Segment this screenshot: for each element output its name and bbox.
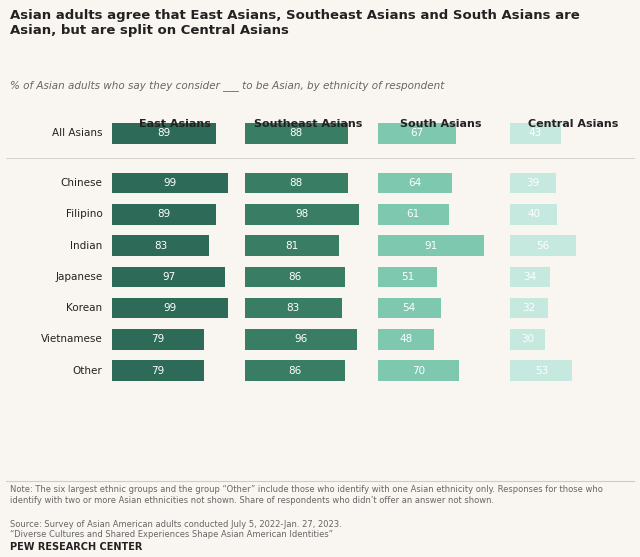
Text: 83: 83 bbox=[154, 241, 167, 251]
Bar bbox=[245, 267, 346, 287]
Text: 97: 97 bbox=[162, 272, 175, 282]
Bar bbox=[245, 298, 342, 319]
Bar bbox=[378, 235, 484, 256]
Bar bbox=[378, 329, 434, 350]
Bar bbox=[511, 204, 557, 224]
Text: 89: 89 bbox=[157, 209, 171, 219]
Bar bbox=[112, 267, 225, 287]
Text: 32: 32 bbox=[522, 303, 536, 313]
Text: South Asians: South Asians bbox=[400, 119, 481, 129]
Text: 99: 99 bbox=[163, 178, 177, 188]
Text: East Asians: East Asians bbox=[140, 119, 211, 129]
Bar bbox=[511, 123, 561, 144]
Text: Other: Other bbox=[73, 365, 102, 375]
Text: Japanese: Japanese bbox=[55, 272, 102, 282]
Text: 40: 40 bbox=[527, 209, 540, 219]
Bar bbox=[378, 123, 456, 144]
Text: 64: 64 bbox=[408, 178, 422, 188]
Text: PEW RESEARCH CENTER: PEW RESEARCH CENTER bbox=[10, 543, 142, 553]
Text: Vietnamese: Vietnamese bbox=[41, 334, 102, 344]
Bar bbox=[112, 329, 204, 350]
Bar bbox=[245, 173, 348, 193]
Text: 88: 88 bbox=[289, 178, 303, 188]
Text: 43: 43 bbox=[529, 129, 542, 139]
Text: Southeast Asians: Southeast Asians bbox=[254, 119, 362, 129]
Bar bbox=[378, 173, 452, 193]
Bar bbox=[112, 173, 228, 193]
Text: 88: 88 bbox=[289, 129, 303, 139]
Bar bbox=[112, 298, 228, 319]
Text: Central Asians: Central Asians bbox=[529, 119, 619, 129]
Text: Note: The six largest ethnic groups and the group “Other” include those who iden: Note: The six largest ethnic groups and … bbox=[10, 485, 602, 505]
Text: 48: 48 bbox=[399, 334, 412, 344]
Text: 53: 53 bbox=[535, 365, 548, 375]
Text: 54: 54 bbox=[403, 303, 416, 313]
Bar bbox=[511, 173, 556, 193]
Bar bbox=[511, 267, 550, 287]
Bar bbox=[112, 235, 209, 256]
Text: 79: 79 bbox=[152, 365, 164, 375]
Text: 83: 83 bbox=[287, 303, 300, 313]
Text: 70: 70 bbox=[412, 365, 425, 375]
Bar bbox=[378, 204, 449, 224]
Text: % of Asian adults who say they consider ___ to be Asian, by ethnicity of respond: % of Asian adults who say they consider … bbox=[10, 80, 444, 91]
Bar bbox=[511, 235, 576, 256]
Text: 86: 86 bbox=[289, 272, 301, 282]
Text: 34: 34 bbox=[524, 272, 537, 282]
Text: 56: 56 bbox=[536, 241, 550, 251]
Bar bbox=[112, 204, 216, 224]
Text: 67: 67 bbox=[410, 129, 424, 139]
Text: Chinese: Chinese bbox=[61, 178, 102, 188]
Text: Asian adults agree that East Asians, Southeast Asians and South Asians are
Asian: Asian adults agree that East Asians, Sou… bbox=[10, 9, 579, 37]
Text: 79: 79 bbox=[152, 334, 164, 344]
Bar bbox=[245, 329, 357, 350]
Bar bbox=[245, 204, 359, 224]
Text: 81: 81 bbox=[285, 241, 299, 251]
Text: 96: 96 bbox=[294, 334, 307, 344]
Text: 51: 51 bbox=[401, 272, 414, 282]
Bar bbox=[511, 298, 548, 319]
Text: Korean: Korean bbox=[67, 303, 102, 313]
Text: All Asians: All Asians bbox=[52, 129, 102, 139]
Bar bbox=[511, 360, 572, 381]
Bar bbox=[511, 329, 545, 350]
Text: 91: 91 bbox=[424, 241, 437, 251]
Bar bbox=[245, 123, 348, 144]
Text: Source: Survey of Asian American adults conducted July 5, 2022-Jan. 27, 2023.
“D: Source: Survey of Asian American adults … bbox=[10, 520, 341, 539]
Text: 98: 98 bbox=[296, 209, 308, 219]
Bar bbox=[112, 123, 216, 144]
Text: 61: 61 bbox=[406, 209, 420, 219]
Text: 99: 99 bbox=[163, 303, 177, 313]
Text: 89: 89 bbox=[157, 129, 171, 139]
Text: Indian: Indian bbox=[70, 241, 102, 251]
Text: 39: 39 bbox=[527, 178, 540, 188]
Bar bbox=[112, 360, 204, 381]
Bar bbox=[378, 267, 437, 287]
Bar bbox=[378, 298, 441, 319]
Bar bbox=[245, 235, 339, 256]
Text: 86: 86 bbox=[289, 365, 301, 375]
Bar bbox=[378, 360, 460, 381]
Text: 30: 30 bbox=[522, 334, 534, 344]
Bar bbox=[245, 360, 346, 381]
Text: Filipino: Filipino bbox=[66, 209, 102, 219]
